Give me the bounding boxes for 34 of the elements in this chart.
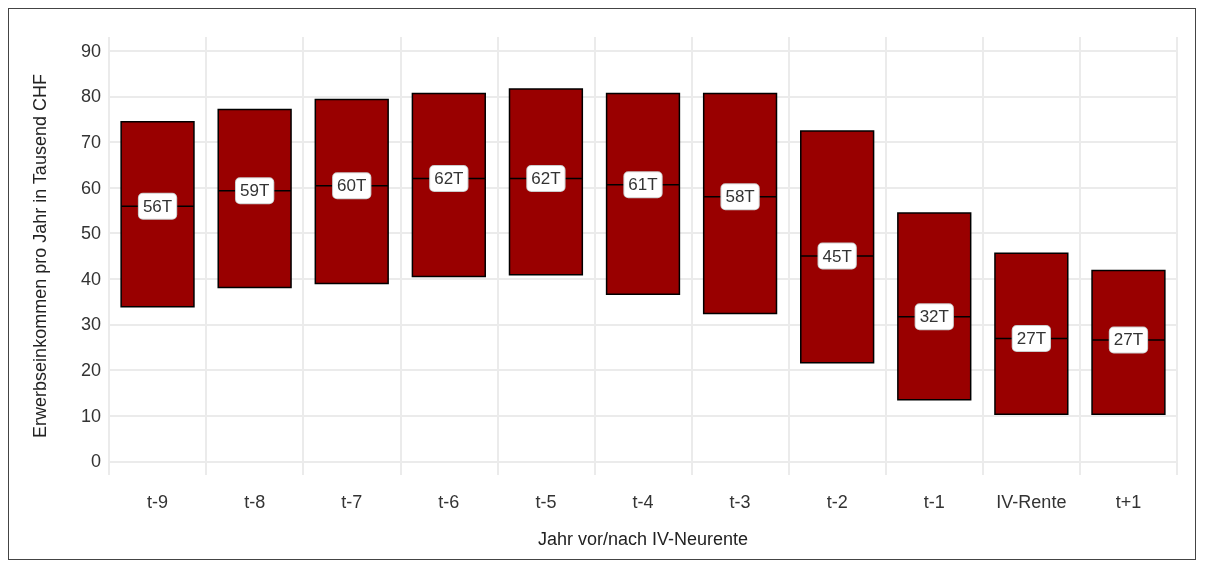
- y-tick-label: 70: [80, 131, 101, 152]
- x-axis-title: Jahr vor/nach IV-Neurente: [537, 529, 749, 549]
- annotation: 27T: [1113, 330, 1144, 350]
- x-tick-label: t-4: [632, 492, 654, 512]
- x-tick-label: t-9: [147, 492, 169, 512]
- x-tick-label: t-2: [826, 492, 848, 512]
- x-tick-label: t-7: [341, 492, 363, 512]
- x-tick-label: t-3: [729, 492, 751, 512]
- y-tick-label: 50: [80, 223, 101, 244]
- annotation: 62T: [434, 168, 464, 188]
- y-tick-label: 20: [80, 360, 101, 381]
- x-tick-label: t+1: [1115, 492, 1142, 512]
- x-tick-label: t-8: [244, 492, 266, 512]
- y-tick-label: 90: [80, 40, 101, 61]
- annotation: 27T: [1016, 329, 1047, 349]
- y-tick-label: 10: [80, 405, 101, 426]
- y-tick-label: 80: [80, 86, 101, 107]
- annotation: 56T: [142, 196, 173, 216]
- y-axis-title: Erwerbseinkommen pro Jahr in Tausend CHF: [30, 74, 50, 438]
- annotation: 45T: [822, 246, 852, 266]
- y-tick-label: 40: [80, 268, 101, 289]
- y-tick-label: 0: [90, 451, 101, 472]
- annotation: 58T: [725, 187, 755, 207]
- annotation: 62T: [531, 168, 561, 188]
- y-tick-label: 60: [80, 177, 101, 198]
- y-tick-label: 30: [80, 314, 101, 335]
- annotation: 32T: [919, 307, 949, 327]
- annotation: 60T: [337, 176, 367, 196]
- x-tick-label: t-5: [535, 492, 557, 512]
- x-tick-label: t-1: [923, 492, 945, 512]
- annotation: 59T: [239, 181, 270, 201]
- annotation: 61T: [628, 175, 658, 195]
- x-tick-label: t-6: [438, 492, 460, 512]
- x-tick-label: IV-Rente: [996, 492, 1067, 512]
